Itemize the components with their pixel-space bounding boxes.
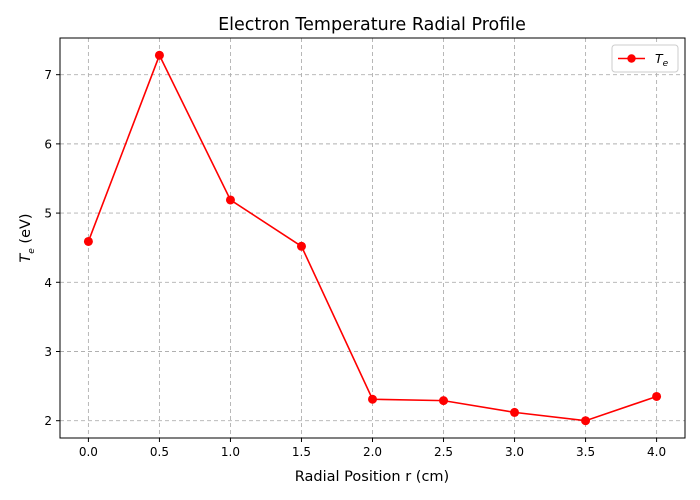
y-tick-label: 2 [44,414,52,428]
x-axis-title: Radial Position r (cm) [295,469,449,485]
x-tick-label: 4.0 [647,445,666,459]
x-tick-label: 0.5 [150,445,169,459]
data-point [439,396,449,406]
data-point [581,416,591,426]
legend-label: Te [655,51,669,69]
x-tick-label: 1.5 [292,445,311,459]
y-tick-label: 5 [44,207,52,221]
x-tick-label: 1.0 [221,445,240,459]
legend-marker [627,54,636,63]
x-tick-label: 2.0 [363,445,382,459]
y-axis-title-symbol: T [18,253,34,263]
data-point [652,391,662,401]
series-group [83,50,662,426]
chart-title: Electron Temperature Radial Profile [218,15,526,35]
data-point [154,50,164,60]
data-point [510,407,520,417]
legend-label-subscript: e [663,59,669,69]
data-point [368,394,377,404]
x-axis-ticks: 0.0 0.5 1.0 1.5 2.0 2.5 3.0 3.5 4.0 [79,438,666,459]
x-tick-label: 0.0 [79,445,98,459]
y-tick-label: 7 [44,68,52,82]
y-tick-label: 4 [44,276,52,290]
y-axis-title-unit: (eV) [18,213,34,248]
x-tick-label: 3.0 [505,445,524,459]
data-point [225,195,235,205]
y-tick-label: 6 [44,137,52,151]
data-point [296,241,306,251]
y-tick-label: 3 [44,345,52,359]
x-tick-label: 2.5 [434,445,453,459]
x-tick-label: 3.5 [576,445,595,459]
legend-label-symbol: T [655,51,664,66]
data-point [83,236,93,246]
y-axis-title-subscript: e [27,248,37,254]
y-axis-ticks: 2 3 4 5 6 7 [44,68,60,428]
plot-frame [59,37,686,439]
legend: Te [611,44,679,73]
y-axis-title: Te (eV) [18,213,37,262]
